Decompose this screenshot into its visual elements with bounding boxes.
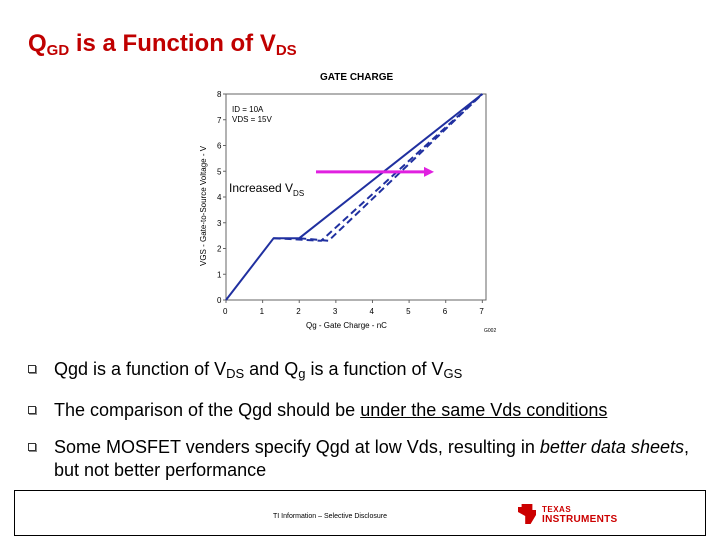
x-axis-label: Qg - Gate Charge - nC	[306, 321, 387, 330]
increased-vds-annotation: Increased VDS	[229, 181, 304, 198]
increase-arrow-head-icon	[424, 166, 434, 177]
y-tick-label: 2	[217, 245, 222, 254]
y-tick-label: 4	[217, 193, 222, 202]
bullet-list: Qgd is a function of VDS and Qg is a fun…	[28, 358, 708, 496]
gate-charge-chart: GATE CHARGE VGS - Gate-to-Source Voltage…	[199, 72, 496, 334]
bullet-box-icon	[28, 443, 36, 451]
y-tick-label: 5	[217, 167, 222, 176]
x-tick-label: 7	[479, 307, 484, 316]
footer-disclosure-text: TI Information – Selective Disclosure	[273, 513, 387, 520]
plot-frame	[225, 93, 487, 301]
gate-charge-series-2	[299, 93, 484, 242]
y-tick-label: 1	[217, 270, 222, 279]
x-tick-label: 6	[443, 307, 448, 316]
legend-line-1: ID = 10A	[232, 105, 264, 114]
bullet-item-2: The comparison of the Qgd should be unde…	[28, 399, 708, 422]
logo-line-1: TEXAS	[542, 505, 572, 514]
y-tick-label: 3	[217, 219, 222, 228]
y-tick-label: 6	[217, 142, 222, 151]
plot-area	[225, 93, 487, 301]
x-tick-label: 4	[369, 307, 374, 316]
legend-line-2: VDS = 15V	[232, 115, 272, 124]
y-axis-label: VGS - Gate-to-Source Voltage - V	[199, 145, 208, 266]
bullet-item-1: Qgd is a function of VDS and Qg is a fun…	[28, 358, 708, 385]
x-tick-label: 5	[406, 307, 411, 316]
bullet-box-icon	[28, 406, 36, 414]
x-tick-label: 3	[333, 307, 338, 316]
gate-charge-series-3	[273, 93, 484, 242]
logo-line-2: INSTRUMENTS	[542, 514, 618, 525]
y-tick-label: 0	[217, 296, 222, 305]
x-tick-label: 0	[223, 307, 228, 316]
y-tick-label: 7	[217, 116, 222, 125]
x-tick-label: 2	[296, 307, 301, 316]
footer-bar: TI Information – Selective Disclosure TE…	[14, 490, 706, 536]
bullet-box-icon	[28, 365, 36, 373]
slide-title: QGD is a Function of VDS	[28, 30, 297, 59]
chart-title: GATE CHARGE	[320, 72, 393, 83]
ti-logo: TEXAS INSTRUMENTS	[518, 504, 628, 528]
y-tick-label: 8	[217, 90, 222, 99]
texas-state-icon	[518, 504, 536, 524]
bullet-item-3: Some MOSFET venders specify Qgd at low V…	[28, 436, 708, 482]
x-tick-label: 1	[260, 307, 265, 316]
figure-id: G002	[484, 328, 496, 334]
